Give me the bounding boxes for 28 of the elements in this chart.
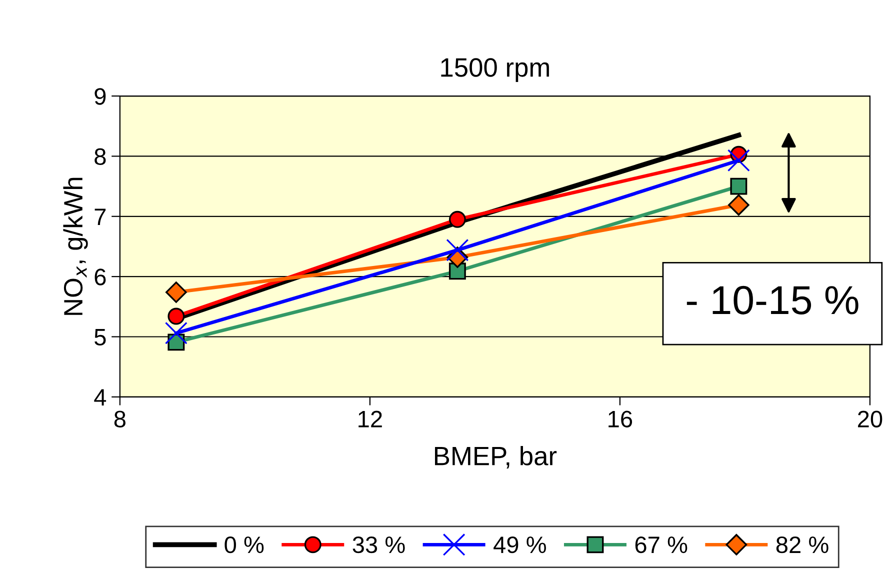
y-tick-label: 6 <box>94 268 106 286</box>
annotation: - 10-15 % <box>686 286 858 314</box>
legend-label: 33 % <box>352 536 405 554</box>
y-tick-label: 9 <box>94 88 106 105</box>
y-axis-title: NO$_{x}$, g/kWh <box>63 178 88 315</box>
x-tick-label: 20 <box>858 410 882 428</box>
point <box>730 178 748 195</box>
chart-title: 1500 rpm <box>441 58 549 82</box>
point <box>168 308 185 325</box>
legend-label: 82 % <box>776 536 828 554</box>
x-tick-label: 16 <box>608 410 632 428</box>
legend-label: 0 % <box>224 536 264 554</box>
point <box>166 282 187 303</box>
point <box>164 322 188 344</box>
y-tick-label: 5 <box>94 329 106 346</box>
x-axis-title: BMEP, bar <box>435 446 557 469</box>
point <box>448 262 466 280</box>
point <box>446 238 469 262</box>
y-tick-label: 8 <box>94 148 106 165</box>
point <box>448 210 466 228</box>
x-tick-label: 8 <box>114 410 126 428</box>
legend-label: 67 % <box>635 536 688 554</box>
point <box>728 194 750 216</box>
legend-label: 49 % <box>494 536 546 554</box>
y-tick-label: 4 <box>94 389 106 406</box>
y-tick-label: 7 <box>94 208 106 225</box>
x-tick-label: 12 <box>358 410 382 428</box>
point <box>727 149 750 172</box>
